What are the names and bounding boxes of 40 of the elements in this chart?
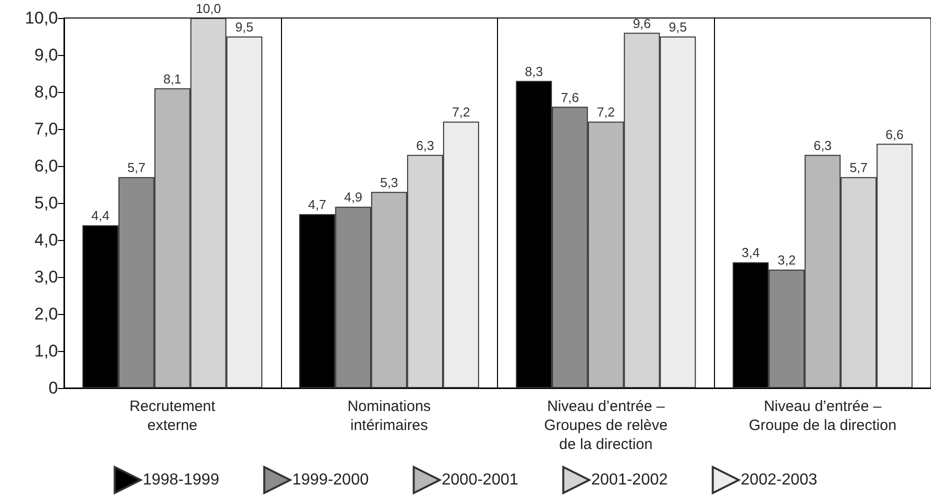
data-label: 8,1	[163, 71, 182, 86]
x-tick-label: Niveau d’entrée – Groupe de la direction	[748, 398, 896, 434]
data-label: 7,2	[596, 104, 615, 120]
y-tick-label: 3,0	[34, 268, 58, 286]
data-label: 8,3	[524, 64, 543, 79]
legend-label: 1998-1999	[142, 472, 220, 488]
x-tick-label: Nominations intérimaires	[347, 398, 431, 434]
data-label: 3,4	[742, 245, 760, 260]
y-tick-label: 9,0	[34, 46, 58, 64]
y-tick-label: 5,0	[34, 194, 58, 212]
y-tick-label: 6,0	[34, 156, 58, 176]
data-label: 9,5	[668, 20, 687, 34]
data-label: 3,2	[778, 252, 796, 268]
data-label: 6,6	[886, 126, 904, 142]
y-tick-label: 7,0	[34, 120, 58, 138]
y-tick-label: 0	[48, 378, 58, 398]
y-tick-label: 8,0	[34, 82, 58, 102]
y-tick-label: 2,0	[34, 304, 58, 324]
data-label: 7,2	[452, 104, 470, 120]
data-label: 7,6	[560, 90, 579, 105]
y-tick-label: 10,0	[24, 8, 58, 28]
legend-label: 2001-2002	[591, 472, 668, 488]
data-label: 9,6	[632, 16, 651, 31]
data-label: 6,3	[814, 138, 832, 153]
x-tick-label: Recrutement externe	[129, 398, 216, 434]
x-tick-label: Niveau d’entrée – Groupes de relève de la direction	[544, 398, 668, 453]
legend-label: 2002-2003	[740, 472, 818, 488]
y-tick-label: 1,0	[34, 342, 58, 360]
y-tick-label: 4,0	[34, 230, 58, 250]
data-label: 5,7	[850, 160, 868, 176]
legend-label: 2000-2001	[442, 472, 518, 488]
data-label: 5,3	[380, 174, 398, 190]
legend-label: 1999-2000	[292, 472, 369, 488]
data-label: 6,3	[416, 138, 434, 153]
data-label: 9,5	[235, 20, 254, 34]
data-label: 4,4	[91, 208, 110, 224]
data-label: 5,7	[127, 160, 146, 176]
data-label: 4,7	[308, 197, 326, 212]
data-label: 4,9	[344, 190, 362, 205]
data-label: 10,0	[196, 1, 222, 16]
